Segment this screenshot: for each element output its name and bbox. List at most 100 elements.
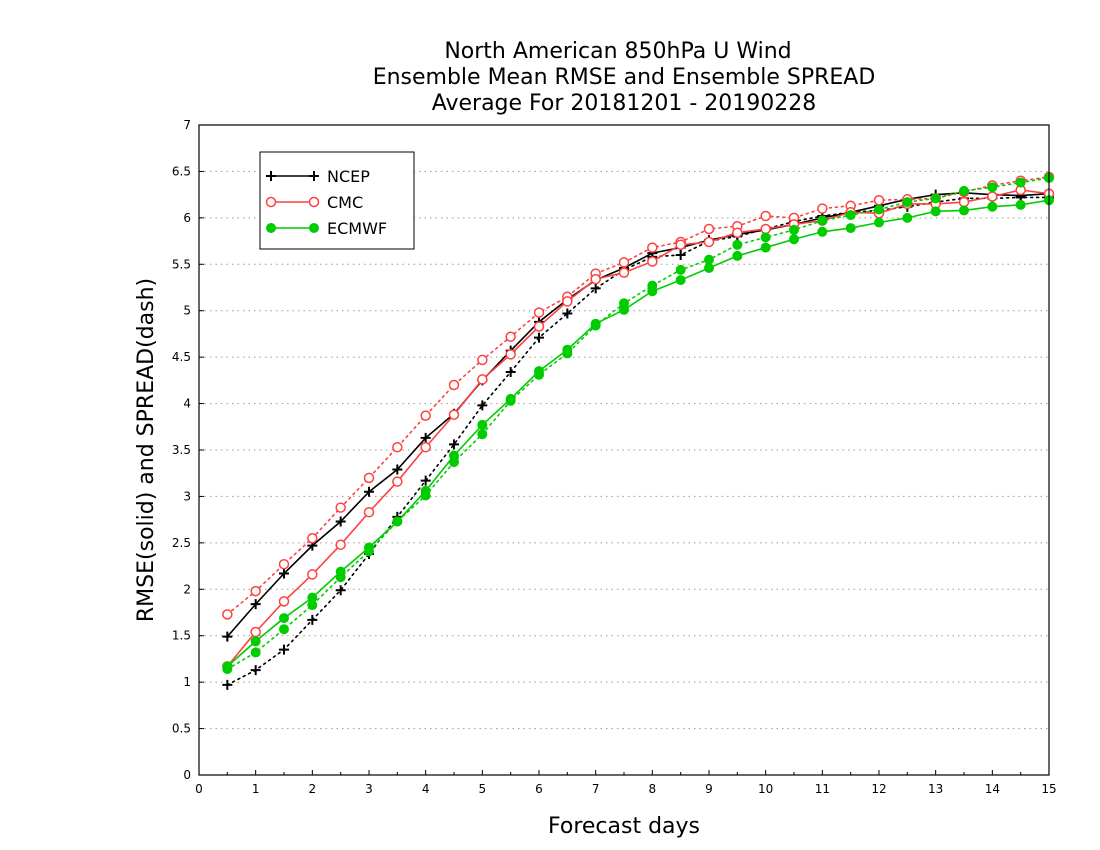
y-tick-label: 2: [183, 582, 191, 596]
ecmwf-spread-point: [704, 254, 714, 265]
title-line-3: Average For 20181201 - 20190228: [432, 91, 817, 116]
series-ecmwf: [222, 172, 1054, 675]
ecmwf-spread-point: [760, 232, 771, 243]
ncep-rmse-point: [364, 486, 374, 497]
y-tick-label: 7: [183, 118, 191, 132]
x-tick-label: 5: [479, 782, 487, 796]
x-tick-label: 3: [365, 782, 373, 796]
x-tick-label: 7: [592, 782, 600, 796]
ecmwf-rmse-point: [505, 393, 516, 404]
ecmwf-rmse-point: [817, 226, 828, 237]
series-ncep: [222, 187, 1054, 690]
ecmwf-rmse-point: [732, 250, 743, 261]
cmc-rmse-point: [760, 223, 771, 235]
cmc-spread-point: [335, 502, 346, 513]
ecmwf-rmse-point: [562, 344, 573, 355]
cmc-spread-point: [647, 242, 658, 253]
ncep-spread-point: [279, 644, 289, 655]
ncep-spread-point: [505, 367, 516, 377]
ncep-rmse-point: [392, 464, 403, 475]
x-tick-label: 15: [1041, 782, 1056, 796]
ecmwf-rmse-point: [392, 516, 403, 527]
legend-item-ncep: NCEP: [266, 167, 370, 186]
x-tick-label: 9: [705, 782, 713, 796]
cmc-spread-point: [477, 354, 488, 366]
ecmwf-rmse-point: [619, 304, 629, 315]
cmc-rmse-point: [533, 321, 545, 332]
y-tick-label: 1.5: [172, 629, 191, 643]
ecmwf-rmse-line: [226, 199, 1050, 667]
ecmwf-rmse-point: [760, 242, 771, 253]
ncep-rmse-point: [250, 599, 261, 610]
legend-label-ecmwf: ECMWF: [327, 219, 387, 238]
ecmwf-spread-point: [732, 239, 743, 250]
ncep-rmse-line: [226, 191, 1050, 638]
y-tick-label: 3.5: [172, 443, 191, 457]
cmc-spread-point: [222, 609, 233, 620]
cmc-spread-point: [703, 223, 715, 235]
ecmwf-spread-point: [959, 185, 969, 196]
y-tick-label: 2.5: [172, 536, 191, 550]
cmc-spread-point: [363, 472, 375, 484]
legend-marker-ecmwf: [266, 223, 276, 233]
ecmwf-spread-point: [789, 224, 799, 235]
x-tick-label: 10: [758, 782, 773, 796]
x-axis-title: Forecast days: [548, 814, 700, 839]
x-tick-label: 0: [195, 782, 203, 796]
ecmwf-rmse-point: [902, 212, 913, 223]
legend-marker-ncep: [266, 171, 276, 181]
chart-title: North American 850hPa U Wind Ensemble Me…: [373, 39, 876, 116]
ecmwf-rmse-point: [420, 485, 431, 496]
y-axis-title: RMSE(solid) and SPREAD(dash): [134, 278, 159, 622]
cmc-spread-point: [817, 203, 828, 214]
cmc-rmse-point: [420, 441, 431, 453]
ncep-spread-line: [226, 196, 1050, 686]
ncep-spread-point: [534, 332, 544, 343]
ecmwf-rmse-point: [534, 366, 544, 377]
x-tick-label: 11: [815, 782, 830, 796]
ecmwf-rmse-point: [222, 661, 233, 672]
x-tick-label: 2: [309, 782, 317, 796]
cmc-rmse-point: [335, 539, 346, 550]
ecmwf-rmse-point: [449, 450, 459, 461]
cmc-rmse-point: [250, 626, 261, 638]
cmc-rmse-point: [278, 596, 290, 607]
cmc-spread-point: [618, 257, 630, 268]
ecmwf-rmse-point: [704, 263, 714, 273]
ncep-spread-point: [477, 400, 488, 411]
ecmwf-rmse-point: [789, 234, 799, 245]
cmc-rmse-point: [307, 569, 318, 580]
y-axis-ticks: 0 0.5 1 1.5 2 2.5 3 3.5 4 4.5 5 5.5 6 6.5 7: [172, 118, 204, 782]
cmc-spread-point: [873, 194, 885, 206]
series-layer: [222, 171, 1055, 690]
legend-item-cmc: CMC: [265, 193, 363, 212]
ecmwf-spread-point: [477, 429, 488, 440]
ecmwf-spread-point: [1015, 177, 1026, 188]
ecmwf-rmse-point: [279, 613, 289, 624]
ecmwf-spread-point: [250, 647, 261, 658]
ncep-spread-point: [222, 679, 233, 690]
y-tick-label: 1: [183, 675, 191, 689]
y-tick-label: 6.5: [172, 164, 191, 178]
legend-marker-ncep: [309, 171, 319, 181]
y-tick-label: 5.5: [172, 257, 191, 271]
ecmwf-spread-point: [845, 210, 856, 221]
ecmwf-rmse-point: [590, 318, 601, 329]
ecmwf-rmse-point: [335, 566, 346, 577]
x-tick-label: 13: [928, 782, 943, 796]
ecmwf-spread-line: [226, 177, 1050, 670]
y-tick-label: 5: [183, 304, 191, 318]
cmc-spread-point: [392, 441, 403, 453]
cmc-rmse-point: [987, 191, 998, 202]
y-tick-label: 6: [183, 211, 191, 225]
y-tick-label: 0.5: [172, 722, 191, 736]
ecmwf-rmse-point: [675, 275, 686, 286]
x-tick-label: 4: [422, 782, 430, 796]
ecmwf-rmse-point: [647, 286, 658, 297]
y-tick-label: 4: [183, 397, 191, 411]
ecmwf-rmse-point: [250, 636, 261, 647]
ncep-rmse-point: [420, 432, 431, 443]
ecmwf-spread-point: [874, 204, 884, 215]
x-tick-label: 14: [985, 782, 1000, 796]
x-tick-label: 1: [252, 782, 260, 796]
